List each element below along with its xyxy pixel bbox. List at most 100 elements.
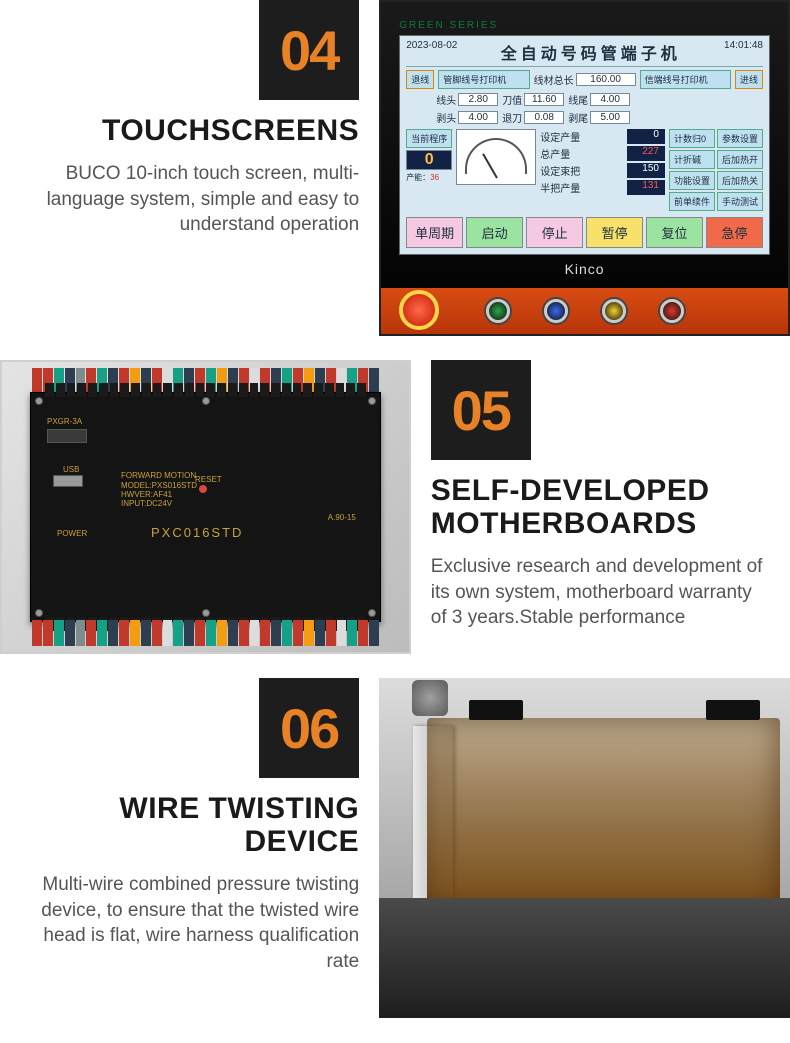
pcb-board: PXGR-3A USB RESET POWER FORWARD MOTION M… [30,392,381,622]
hmi-label: 线材总长 [534,72,574,87]
hmi-left-print: 管脚线号打印机 [438,70,529,89]
feature-title: SELF-DEVELOPED MOTHERBOARDS [431,474,770,540]
hmi-program-value: 0 [406,150,452,170]
feature-description: BUCO 10-inch touch screen, multi-languag… [20,161,359,238]
hmi-aux-button[interactable]: 后加热开 [717,150,763,169]
pcb-model-big: PXC016STD [151,525,243,540]
hmi-date: 2023-08-02 [406,40,457,64]
motherboard-enclosure: PXGR-3A USB RESET POWER FORWARD MOTION M… [0,360,411,654]
hmi-aux-button[interactable]: 计折碱 [669,150,715,169]
panel-led-button[interactable] [660,299,684,323]
wires-bottom [32,620,379,646]
hmi-main-button[interactable]: 启动 [466,217,523,248]
hmi-value: 150 [627,163,665,178]
panel-led-button[interactable] [602,299,626,323]
pcb-screw [202,609,210,617]
pcb-screw [202,397,210,405]
feature-title: WIRE TWISTING DEVICE [20,792,359,858]
hmi-label: 退刀 [502,110,522,125]
hmi-gauge [456,129,536,185]
pcb-silk: USB [63,465,79,474]
pcb-silk: FORWARD MOTION [121,471,196,481]
feature-image-05: PXGR-3A USB RESET POWER FORWARD MOTION M… [0,360,411,654]
feature-number-badge: 05 [431,360,531,460]
feature-number-badge: 04 [259,0,359,100]
hmi-aux-button[interactable]: 前单续件 [669,192,715,211]
pcb-screw [368,397,376,405]
hmi-value: 0 [627,129,665,144]
feature-text-06: 06 WIRE TWISTING DEVICE Multi-wire combi… [0,678,379,1018]
feature-section-06: 06 WIRE TWISTING DEVICE Multi-wire combi… [0,678,790,1018]
hmi-label: 半把产量 [540,180,580,195]
hmi-aux-button[interactable]: 功能设置 [669,171,715,190]
pcb-silk: A.90-15 [328,513,356,522]
hmi-label: 剥尾 [568,110,588,125]
pcb-silk: HWVER:AF41 [121,490,172,499]
twisting-device [379,678,790,1018]
hmi-brand: Kinco [399,261,770,277]
feature-image-06 [379,678,790,1018]
hmi-label: 剥头 [436,110,456,125]
hmi-aux-button[interactable]: 手动测试 [717,192,763,211]
feature-number-badge: 06 [259,678,359,778]
hmi-value: 4.00 [590,93,630,106]
pcb-silk: RESET [195,475,222,484]
hmi-value: 11.60 [524,93,564,106]
feature-description: Exclusive research and development of it… [431,554,770,631]
hmi-value-total-len: 160.00 [576,73,636,86]
pcb-usb-port [53,475,83,487]
hmi-value: 131 [627,180,665,195]
hmi-aux-button[interactable]: 计数归0 [669,129,715,148]
twist-pivot [412,680,448,716]
hmi-main-button[interactable]: 暂停 [586,217,643,248]
hmi-program-label: 当前程序 [406,129,452,148]
hmi-main-button[interactable]: 单周期 [406,217,463,248]
pcb-silk: POWER [57,529,87,538]
hmi-label: 总产量 [540,146,570,161]
hmi-value: 5.00 [590,111,630,124]
feature-description: Multi-wire combined pressure twisting de… [20,872,359,975]
hmi-panel: GREEN SERIES 2023-08-02 全自动号码管端子机 14:01:… [379,0,790,336]
hmi-main-buttons: 单周期启动停止暂停复位急停 [406,217,763,248]
hmi-label: 线尾 [568,92,588,107]
emergency-stop-button[interactable] [399,290,439,330]
hmi-capacity: 36 [430,173,439,182]
hmi-main-button[interactable]: 停止 [526,217,583,248]
panel-led-button[interactable] [486,299,510,323]
hmi-title-cn: 全自动号码管端子机 [501,40,681,64]
feature-section-04: 04 TOUCHSCREENS BUCO 10-inch touch scree… [0,0,790,336]
feature-title: TOUCHSCREENS [102,114,359,147]
pcb-silk: PXGR-3A [47,417,82,426]
twist-hinge [469,700,523,720]
hmi-series-label: GREEN SERIES [399,20,770,31]
twist-safety-hood [427,718,780,908]
hmi-label: 设定产量 [540,129,580,144]
pcb-connectors-top [45,383,366,397]
hmi-value: 0.08 [524,111,564,124]
pcb-reset-button [199,485,207,493]
panel-led-button[interactable] [544,299,568,323]
hmi-label: 刀值 [502,92,522,107]
pcb-component [47,429,87,443]
feature-text-04: 04 TOUCHSCREENS BUCO 10-inch touch scree… [0,0,379,336]
hmi-right-buttons: 计数归0参数设置计折碱后加热开功能设置后加热关前单续件手动测试 [669,129,763,211]
hmi-label: 设定束把 [540,163,580,178]
pcb-silk: MODEL:PXS016STD [121,481,197,490]
hmi-label: 产能： [406,173,430,182]
hmi-time: 14:01:48 [724,40,763,64]
pcb-screw [368,609,376,617]
pcb-screw [35,609,43,617]
hmi-value: 4.00 [458,111,498,124]
twist-hinge [706,700,760,720]
hmi-side-left[interactable]: 退线 [406,70,434,89]
hmi-main-button[interactable]: 急停 [706,217,763,248]
hmi-aux-button[interactable]: 参数设置 [717,129,763,148]
feature-section-05: PXGR-3A USB RESET POWER FORWARD MOTION M… [0,360,790,654]
hmi-value: 227 [627,146,665,161]
hmi-main-button[interactable]: 复位 [646,217,703,248]
pcb-silk: INPUT:DC24V [121,499,172,508]
hmi-screen: 2023-08-02 全自动号码管端子机 14:01:48 退线 管脚线号打印机… [399,35,770,255]
hmi-side-right[interactable]: 进线 [735,70,763,89]
hmi-label: 线头 [436,92,456,107]
hmi-aux-button[interactable]: 后加热关 [717,171,763,190]
